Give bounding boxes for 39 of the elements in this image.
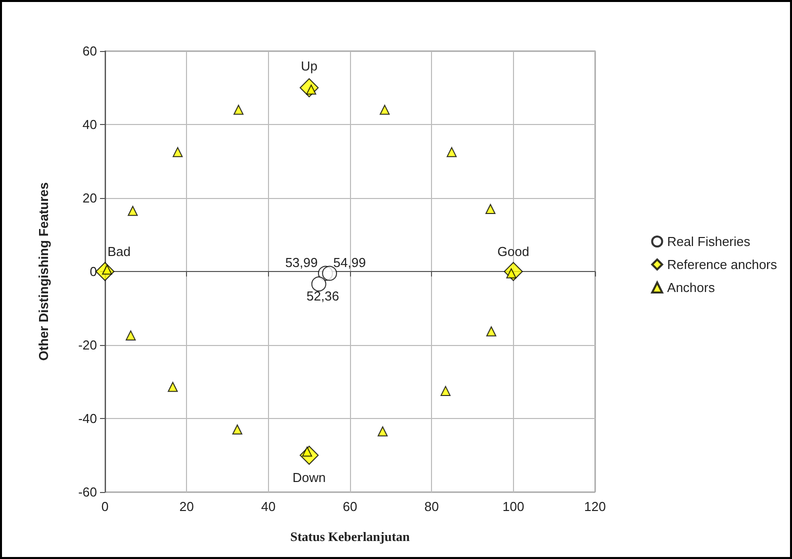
annotation: Down [292,470,326,485]
x-tick-label: 0 [101,499,109,514]
annotation: Up [300,58,318,74]
point [126,330,136,340]
x-tick-label: 40 [261,499,276,514]
point [234,104,244,115]
y-axis-title: Other Distingishing Features [36,182,51,361]
annotation: 54,99 [333,254,366,270]
y-tick-label: -60 [78,484,97,500]
y-tick-label: 40 [82,117,97,132]
x-tick-label: 80 [424,499,439,514]
point [128,206,138,216]
y-tick-label: -20 [78,338,97,352]
y-tick-label: 60 [82,44,97,58]
point [446,147,457,158]
x-tick-label: 60 [342,499,358,514]
annotation: Good [497,244,530,259]
point [485,204,496,214]
annotation: Bad [107,244,131,259]
x-tick-label: 100 [502,499,524,514]
point [440,386,451,396]
point [232,424,242,435]
legend-label: Anchors [667,280,716,295]
x-tick-label: 20 [179,499,194,514]
point [172,147,183,158]
y-tick-label: 20 [82,190,97,206]
x-axis-title: Status Keberlanjutan [290,529,411,544]
point [168,382,178,392]
point [311,276,326,292]
annotation: 52,36 [306,288,340,304]
y-tick-label: 0 [90,264,97,279]
y-tick-label: -40 [78,411,97,426]
point [380,104,390,115]
legend-label: Reference anchors [667,257,778,272]
x-tick-label: 120 [584,499,606,514]
legend-label: Real Fisheries [667,234,751,249]
annotation: 53,99 [285,254,318,270]
point [486,326,496,336]
point [378,426,388,436]
